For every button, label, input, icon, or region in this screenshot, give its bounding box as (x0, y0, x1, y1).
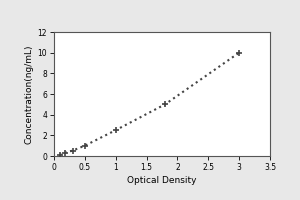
X-axis label: Optical Density: Optical Density (127, 176, 197, 185)
Y-axis label: Concentration(ng/mL): Concentration(ng/mL) (24, 44, 33, 144)
